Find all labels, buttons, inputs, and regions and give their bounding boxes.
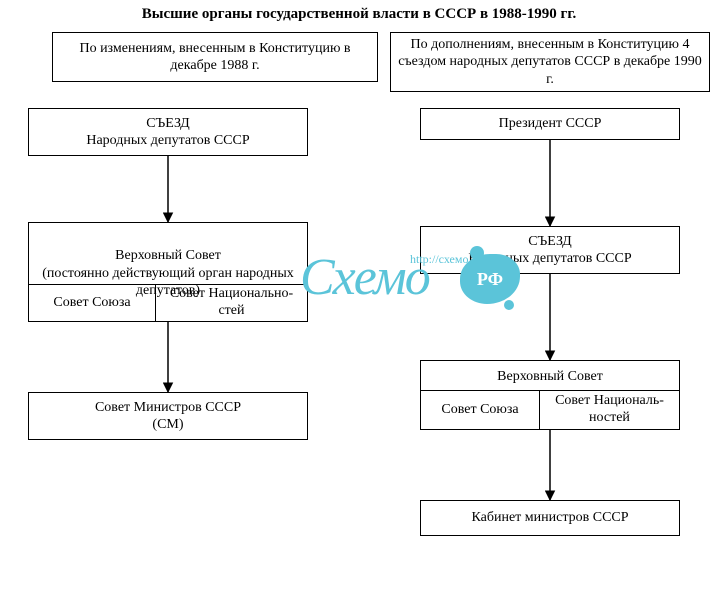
header-box-1990: По дополнениям, внесенным в Конституцию … <box>390 32 710 92</box>
left-council-ministers-text: Совет Министров СССР (СМ) <box>95 399 241 434</box>
right-cabinet-text: Кабинет министров СССР <box>471 509 628 527</box>
header-box-1988: По изменениям, внесенным в Конституцию в… <box>52 32 378 82</box>
right-president-box: Президент СССР <box>420 108 680 140</box>
header-box-1988-text: По изменениям, внесенным в Конституцию в… <box>59 40 371 75</box>
right-soviet-union-chamber: Совет Союза <box>421 390 540 429</box>
left-congress-box: СЪЕЗД Народных депутатов СССР <box>28 108 308 156</box>
right-president-text: Президент СССР <box>499 115 602 133</box>
left-congress-text: СЪЕЗД Народных депутатов СССР <box>86 115 249 150</box>
watermark-logo: Cхемо http://схемо.рф РФ <box>300 248 429 307</box>
right-soviet-nationalities-chamber: Совет Националь-ностей <box>540 390 679 429</box>
left-soviet-nationalities-text: Совет Национально-стей <box>160 286 303 320</box>
right-cabinet-box: Кабинет министров СССР <box>420 500 680 536</box>
header-box-1990-text: По дополнениям, внесенным в Конституцию … <box>397 36 703 89</box>
right-congress-box: СЪЕЗД Народных депутатов СССР <box>420 226 680 274</box>
right-soviet-union-text: Совет Союза <box>441 402 518 419</box>
right-soviet-nationalities-text: Совет Националь-ностей <box>544 393 675 427</box>
right-congress-text: СЪЕЗД Народных депутатов СССР <box>468 233 631 268</box>
left-soviet-union-chamber: Совет Союза <box>29 284 156 321</box>
diagram-title: Высшие органы государственной власти в С… <box>0 6 718 23</box>
left-council-ministers-box: Совет Министров СССР (СМ) <box>28 392 308 440</box>
left-soviet-union-text: Совет Союза <box>53 295 130 312</box>
watermark-text: Cхемо <box>300 249 429 306</box>
left-soviet-nationalities-chamber: Совет Национально-стей <box>156 284 307 321</box>
right-supreme-soviet-text: Верховный Совет <box>497 365 603 389</box>
